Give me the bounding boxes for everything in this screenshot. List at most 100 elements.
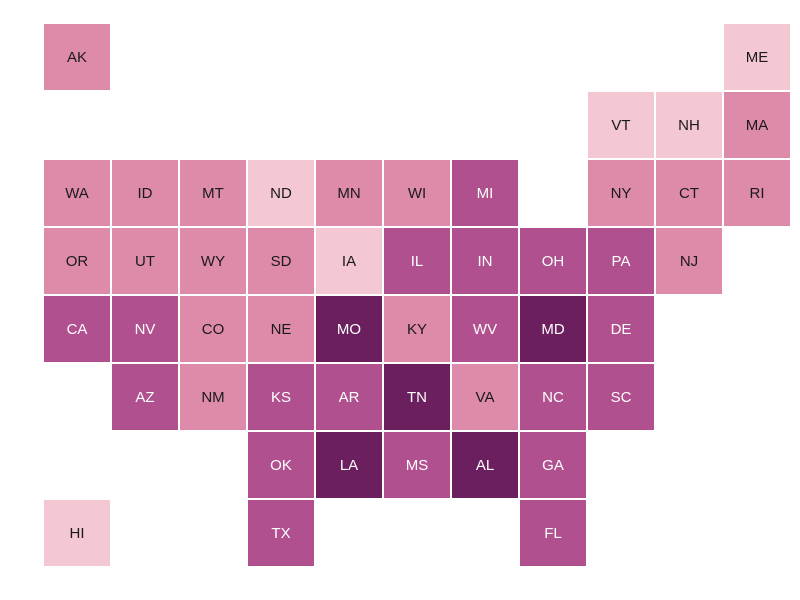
state-tile — [180, 364, 246, 430]
state-tile — [452, 432, 518, 498]
state-label: MI — [477, 185, 494, 202]
state-tile — [44, 160, 110, 226]
state-label: CA — [67, 321, 88, 338]
state-tile — [520, 500, 586, 566]
state-label: MT — [202, 185, 224, 202]
state-label: NC — [542, 389, 564, 406]
state-label: NJ — [680, 253, 698, 270]
state-tile — [384, 432, 450, 498]
state-tile — [44, 24, 110, 90]
state-label: TX — [271, 525, 290, 542]
state-tile — [316, 160, 382, 226]
state-label: CT — [679, 185, 699, 202]
state-label: GA — [542, 457, 564, 474]
state-tile — [452, 160, 518, 226]
state-label: IL — [411, 253, 424, 270]
state-tile — [452, 228, 518, 294]
state-label: MS — [406, 457, 429, 474]
state-tile — [384, 296, 450, 362]
state-label: MA — [746, 117, 769, 134]
state-label: PA — [612, 253, 631, 270]
state-tile — [520, 364, 586, 430]
state-tile — [44, 500, 110, 566]
state-tile — [656, 160, 722, 226]
state-tile — [384, 364, 450, 430]
state-label: AL — [476, 457, 494, 474]
state-tile — [520, 296, 586, 362]
state-label: HI — [70, 525, 85, 542]
state-label: IA — [342, 253, 356, 270]
state-label: UT — [135, 253, 155, 270]
state-tile — [180, 228, 246, 294]
state-tile — [724, 160, 790, 226]
state-tile — [248, 228, 314, 294]
state-tile — [248, 364, 314, 430]
state-label: SC — [611, 389, 632, 406]
state-label: RI — [750, 185, 765, 202]
state-label: KY — [407, 321, 427, 338]
state-label: WY — [201, 253, 225, 270]
state-tile — [588, 92, 654, 158]
state-tile — [588, 160, 654, 226]
state-label: NH — [678, 117, 700, 134]
state-tile — [452, 296, 518, 362]
state-tile — [112, 296, 178, 362]
state-tile — [316, 364, 382, 430]
state-label: AK — [67, 49, 87, 66]
state-tile — [384, 228, 450, 294]
state-label: OH — [542, 253, 565, 270]
state-label: NE — [271, 321, 292, 338]
state-label: ND — [270, 185, 292, 202]
state-label: OK — [270, 457, 292, 474]
state-tile — [588, 296, 654, 362]
state-tile — [248, 160, 314, 226]
state-label: DE — [611, 321, 632, 338]
state-label: MD — [541, 321, 564, 338]
state-label: CO — [202, 321, 225, 338]
state-label: WV — [473, 321, 497, 338]
state-label: MO — [337, 321, 361, 338]
state-tile — [316, 228, 382, 294]
state-tile — [112, 228, 178, 294]
state-tile — [248, 296, 314, 362]
state-tile — [520, 432, 586, 498]
state-tile — [656, 92, 722, 158]
state-tile — [452, 364, 518, 430]
state-label: KS — [271, 389, 291, 406]
state-label: NY — [611, 185, 632, 202]
state-tile — [44, 296, 110, 362]
state-tile — [180, 296, 246, 362]
state-tile — [248, 432, 314, 498]
state-tile — [248, 500, 314, 566]
state-tile — [656, 228, 722, 294]
state-label: VT — [611, 117, 630, 134]
state-label: ME — [746, 49, 769, 66]
state-label: LA — [340, 457, 358, 474]
state-tile — [44, 228, 110, 294]
state-label: AR — [339, 389, 360, 406]
state-tile — [724, 92, 790, 158]
state-label: ID — [138, 185, 153, 202]
state-tile — [112, 364, 178, 430]
state-label: WI — [408, 185, 426, 202]
state-label: MN — [337, 185, 360, 202]
state-tile — [588, 228, 654, 294]
state-label: IN — [478, 253, 493, 270]
state-label: AZ — [135, 389, 154, 406]
state-tile — [112, 160, 178, 226]
state-tile — [180, 160, 246, 226]
state-tile — [724, 24, 790, 90]
state-label: OR — [66, 253, 89, 270]
state-label: TN — [407, 389, 427, 406]
state-tile — [316, 432, 382, 498]
state-tile — [520, 228, 586, 294]
state-label: WA — [65, 185, 89, 202]
state-label: VA — [476, 389, 495, 406]
state-label: FL — [544, 525, 562, 542]
state-tile — [384, 160, 450, 226]
state-label: NV — [135, 321, 156, 338]
state-label: SD — [271, 253, 292, 270]
state-tile — [588, 364, 654, 430]
